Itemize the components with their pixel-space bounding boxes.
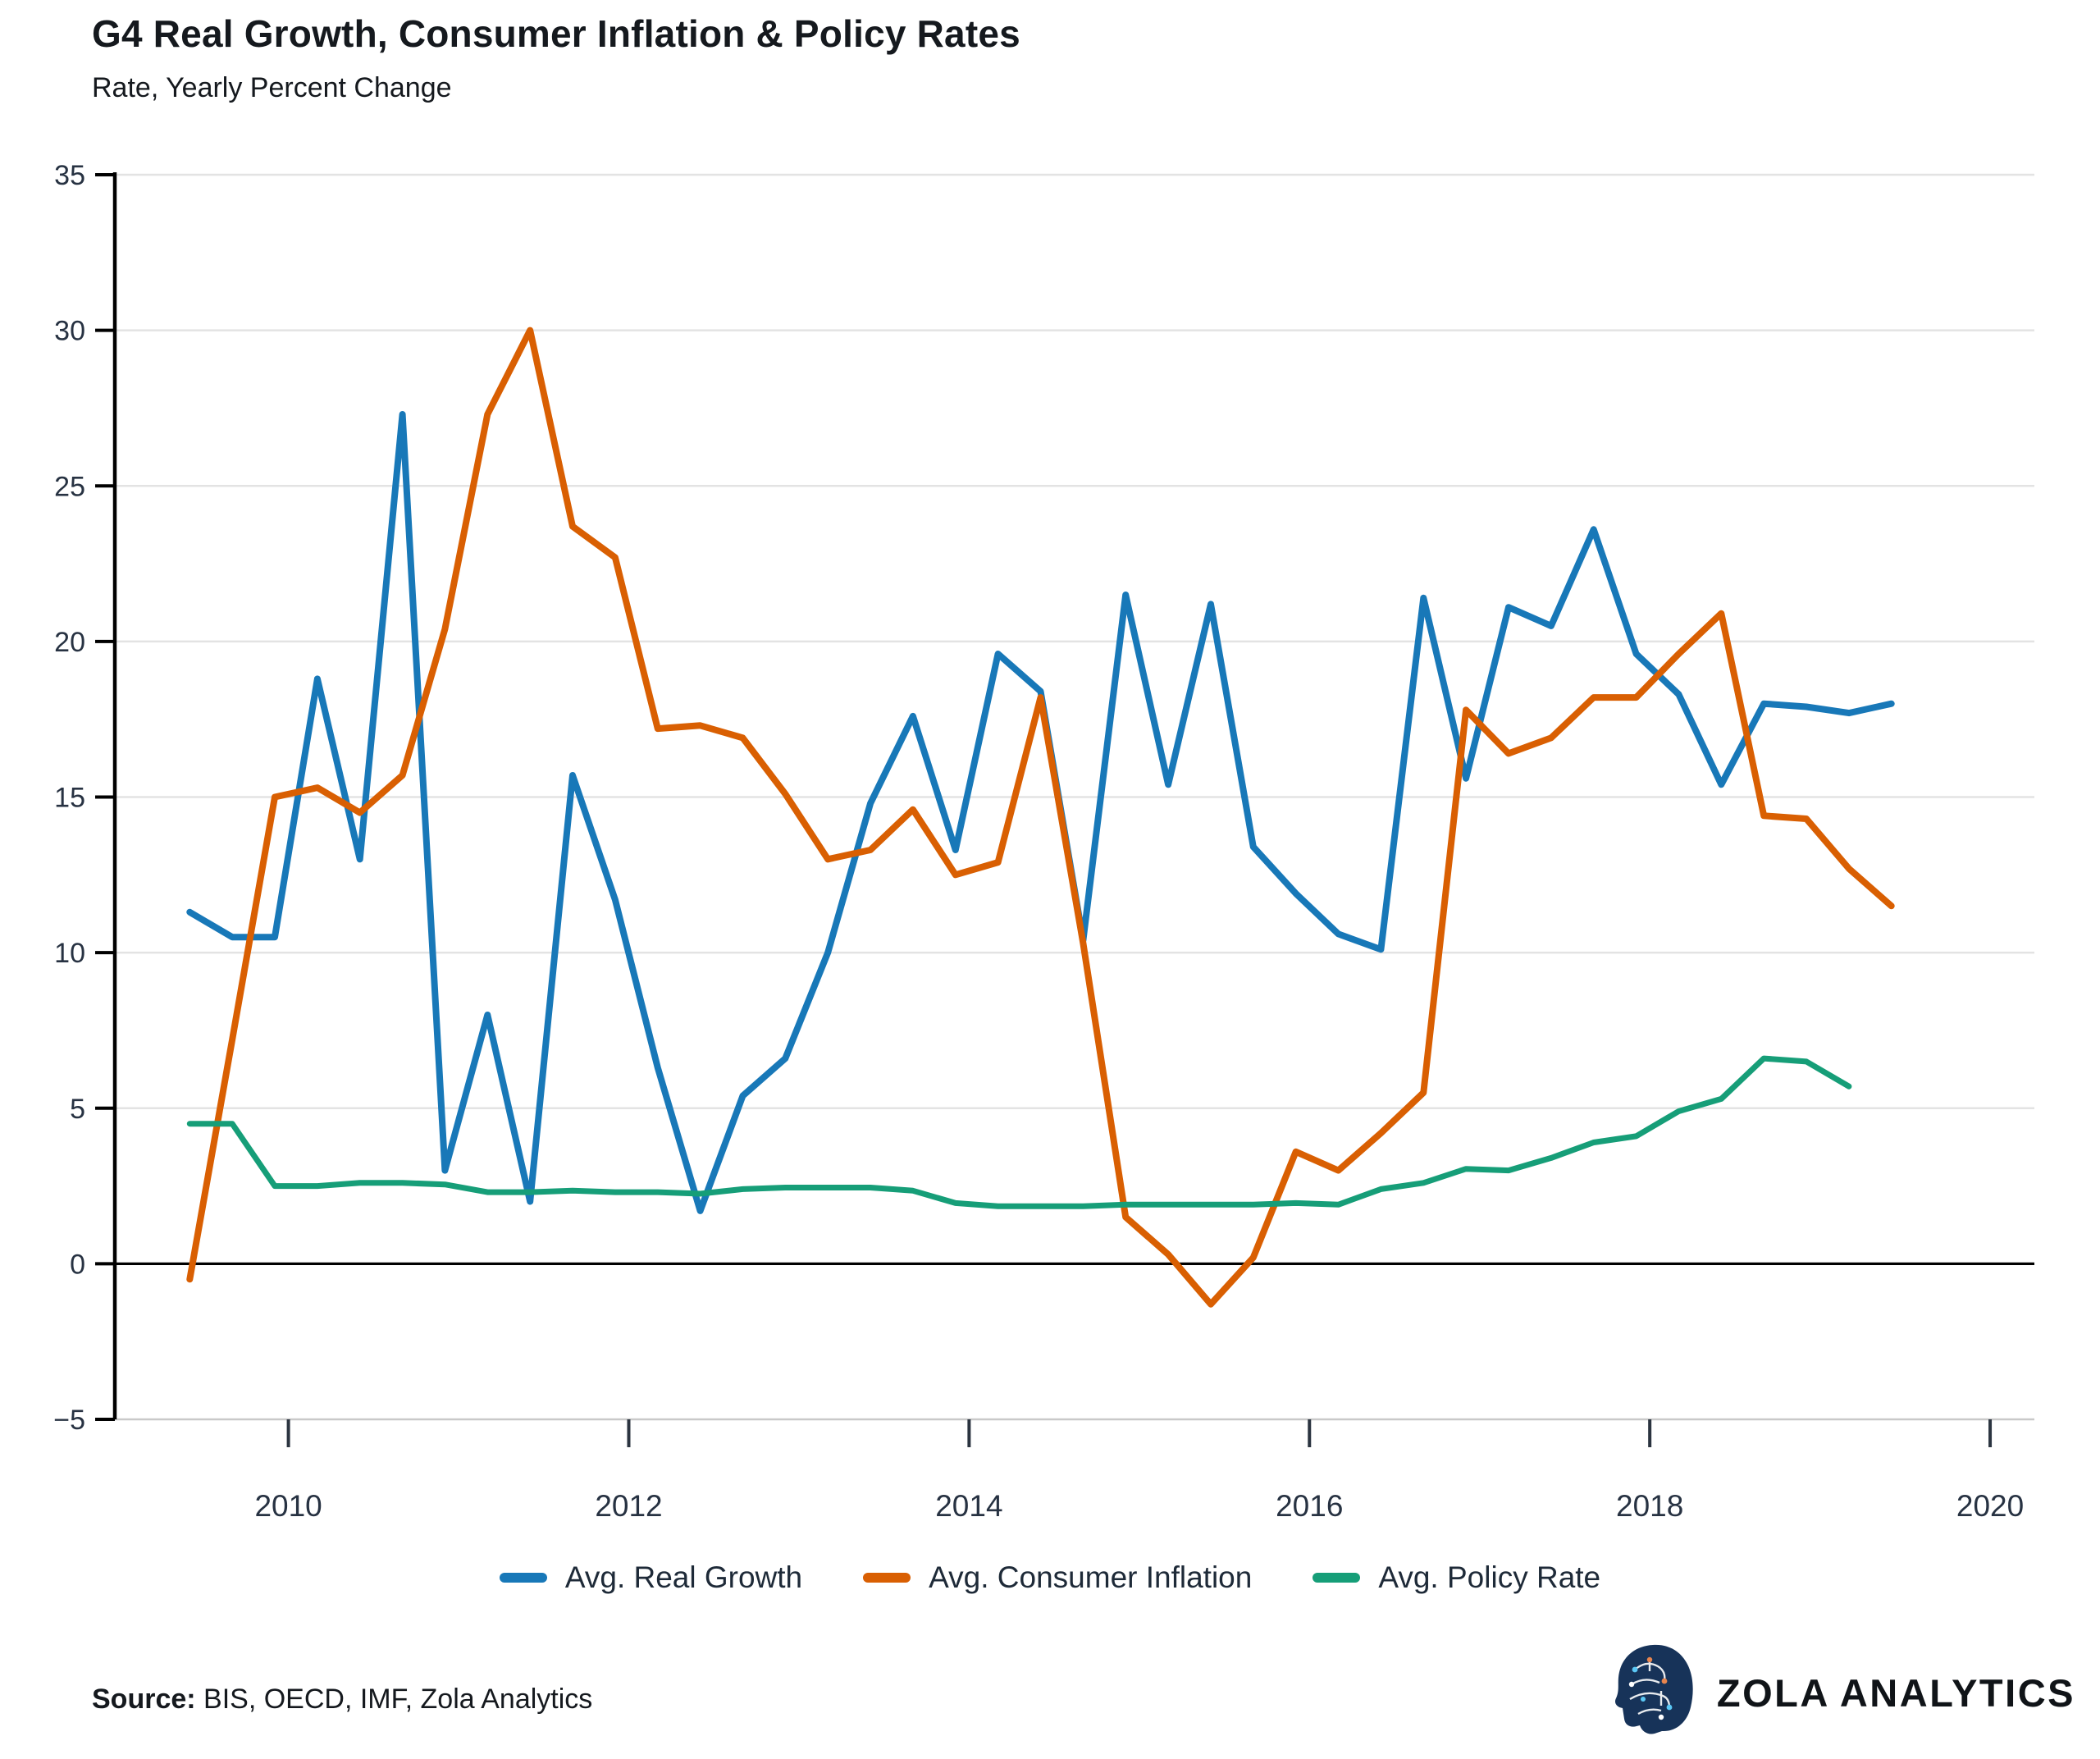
legend-swatch-icon bbox=[863, 1573, 911, 1583]
line-chart-plot: −5 0 5 10 15 20 25 30 35 2010 2012 2014 2016 2018 2020 bbox=[53, 160, 2034, 1523]
y-tick-label: 15 bbox=[54, 783, 85, 814]
brand-head-icon bbox=[1614, 1644, 1693, 1734]
x-tick-label: 2014 bbox=[935, 1489, 1002, 1523]
x-tick-label: 2016 bbox=[1276, 1489, 1343, 1523]
legend-label: Avg. Consumer Inflation bbox=[929, 1560, 1253, 1594]
series-line-3 bbox=[186, 1055, 1852, 1209]
legend-label: Avg. Real Growth bbox=[564, 1560, 803, 1594]
brand-block: ZOLA ANALYTICS bbox=[1610, 1639, 2075, 1746]
chart-title: G4 Real Growth, Consumer Inflation & Pol… bbox=[92, 12, 1020, 55]
source-note: Source: BIS, OECD, IMF, Zola Analytics bbox=[92, 1684, 592, 1716]
legend-item-1: Avg. Real Growth bbox=[499, 1560, 803, 1595]
x-tick-label: 2020 bbox=[1956, 1489, 2024, 1523]
source-label: Source: bbox=[92, 1684, 196, 1715]
chart-legend: Avg. Real Growth Avg. Consumer Inflation A… bbox=[0, 1560, 2100, 1595]
y-tick-label: 25 bbox=[54, 471, 85, 502]
brand-name: ZOLA ANALYTICS bbox=[1716, 1670, 2075, 1715]
source-text: BIS, OECD, IMF, Zola Analytics bbox=[195, 1684, 593, 1715]
head-circuit-lines bbox=[1629, 1660, 1671, 1716]
legend-label: Avg. Policy Rate bbox=[1378, 1560, 1601, 1594]
x-tick-label: 2018 bbox=[1616, 1489, 1683, 1523]
legend-swatch-icon bbox=[499, 1573, 547, 1583]
y-tick-label: 35 bbox=[54, 160, 85, 191]
y-tick-label: 5 bbox=[70, 1094, 85, 1125]
y-tick-label: 30 bbox=[54, 316, 85, 347]
series-line-1 bbox=[186, 411, 1895, 1214]
y-tick-label: −5 bbox=[53, 1405, 85, 1436]
x-tick-label: 2010 bbox=[254, 1489, 322, 1523]
x-tick-label: 2012 bbox=[595, 1489, 662, 1523]
legend-item-3: Avg. Policy Rate bbox=[1312, 1560, 1600, 1595]
y-tick-label: 0 bbox=[70, 1249, 85, 1280]
head-circuit-nodes bbox=[1628, 1656, 1673, 1720]
legend-swatch-icon bbox=[1312, 1573, 1361, 1583]
legend-item-2: Avg. Consumer Inflation bbox=[863, 1560, 1252, 1595]
series-line-2 bbox=[186, 327, 1895, 1308]
head-silhouette bbox=[1614, 1644, 1693, 1734]
chart-subtitle: Rate, Yearly Percent Change bbox=[92, 72, 452, 103]
y-tick-label: 20 bbox=[54, 627, 85, 658]
y-tick-label: 10 bbox=[54, 938, 85, 969]
